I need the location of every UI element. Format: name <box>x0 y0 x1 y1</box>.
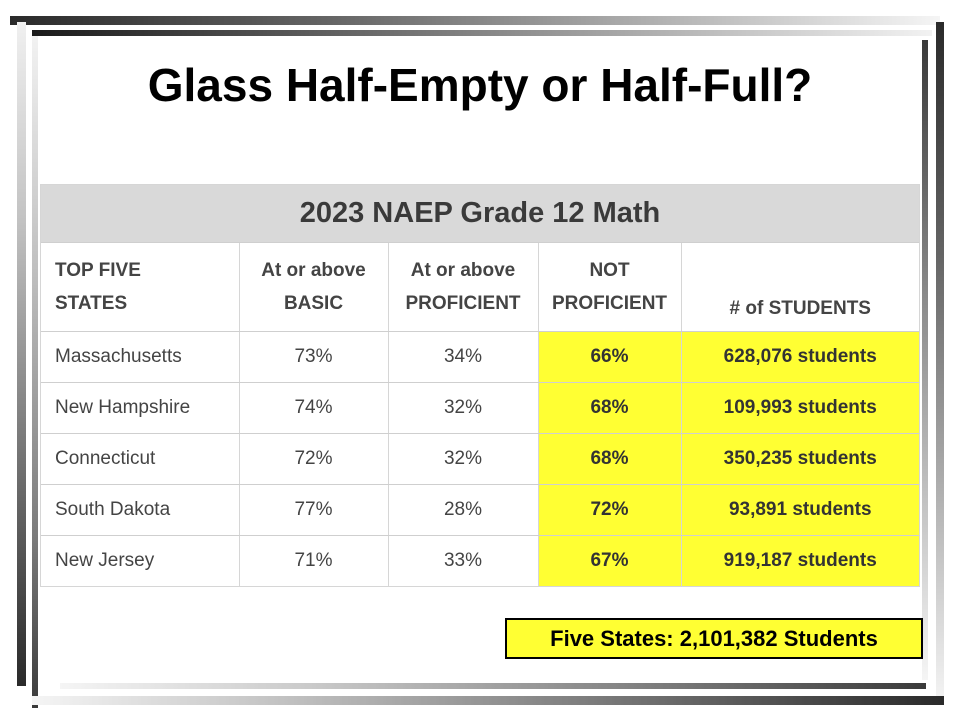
not-proficient-cell: 72% <box>538 484 682 536</box>
not-proficient-cell: 66% <box>538 331 682 383</box>
state-cell: Massachusetts <box>41 331 240 383</box>
not-proficient-cell: 68% <box>538 382 682 434</box>
header-students: # of STUDENTS <box>681 243 919 332</box>
total-students-callout: Five States: 2,101,382 Students <box>505 618 923 659</box>
header-proficient: At or above PROFICIENT <box>388 243 539 332</box>
basic-cell: 74% <box>239 382 389 434</box>
basic-cell: 73% <box>239 331 389 383</box>
table-row: Massachusetts 73% 34% 66% 628,076 studen… <box>41 331 919 383</box>
header-col2-line2: BASIC <box>283 293 344 314</box>
table-row: New Hampshire 74% 32% 68% 109,993 studen… <box>41 382 919 434</box>
not-proficient-cell: 67% <box>538 535 682 586</box>
left-frame-bar-inner <box>32 36 38 708</box>
not-proficient-cell: 68% <box>538 433 682 485</box>
state-cell: New Jersey <box>41 535 240 586</box>
proficient-cell: 32% <box>388 382 539 434</box>
table-row: South Dakota 77% 28% 72% 93,891 students <box>41 484 919 536</box>
header-col2-line1: At or above <box>261 260 366 281</box>
students-cell: 628,076 students <box>681 331 919 383</box>
students-cell: 109,993 students <box>681 382 919 434</box>
top-frame-bar <box>10 16 940 25</box>
slide-title: Glass Half-Empty or Half-Full? <box>147 59 813 111</box>
state-cell: New Hampshire <box>41 382 240 434</box>
state-cell: South Dakota <box>41 484 240 536</box>
proficient-cell: 28% <box>388 484 539 536</box>
header-col1-line2: STATES <box>55 293 128 314</box>
proficient-cell: 34% <box>388 331 539 383</box>
proficient-cell: 33% <box>388 535 539 586</box>
header-col3-line1: At or above <box>410 260 516 281</box>
basic-cell: 72% <box>239 433 389 485</box>
bottom-frame-bar <box>32 696 944 705</box>
bottom-frame-bar-inner <box>60 683 926 689</box>
table-caption: 2023 NAEP Grade 12 Math <box>41 185 919 243</box>
header-row: TOP FIVE STATES At or above BASIC At or … <box>41 243 919 332</box>
header-col1-line1: TOP FIVE <box>55 260 141 281</box>
naep-table: 2023 NAEP Grade 12 Math TOP FIVE STATES … <box>40 184 920 587</box>
header-col4-line2: PROFICIENT <box>551 293 668 314</box>
right-frame-bar-inner <box>922 40 928 680</box>
header-col4-line1: NOT <box>589 260 630 281</box>
table-row: Connecticut 72% 32% 68% 350,235 students <box>41 433 919 485</box>
basic-cell: 77% <box>239 484 389 536</box>
students-cell: 919,187 students <box>681 535 919 586</box>
state-cell: Connecticut <box>41 433 240 485</box>
header-top-five-states: TOP FIVE STATES <box>41 243 240 332</box>
right-frame-bar <box>936 22 944 704</box>
header-not-proficient: NOT PROFICIENT <box>538 243 682 332</box>
students-cell: 350,235 students <box>681 433 919 485</box>
basic-cell: 71% <box>239 535 389 586</box>
data-table: TOP FIVE STATES At or above BASIC At or … <box>41 243 919 586</box>
proficient-cell: 32% <box>388 433 539 485</box>
left-frame-bar <box>17 22 26 686</box>
header-col3-line2: PROFICIENT <box>405 293 521 314</box>
table-row: New Jersey 71% 33% 67% 919,187 students <box>41 535 919 586</box>
header-basic: At or above BASIC <box>239 243 389 332</box>
students-cell: 93,891 students <box>681 484 919 536</box>
top-frame-bar-inner <box>32 30 932 36</box>
